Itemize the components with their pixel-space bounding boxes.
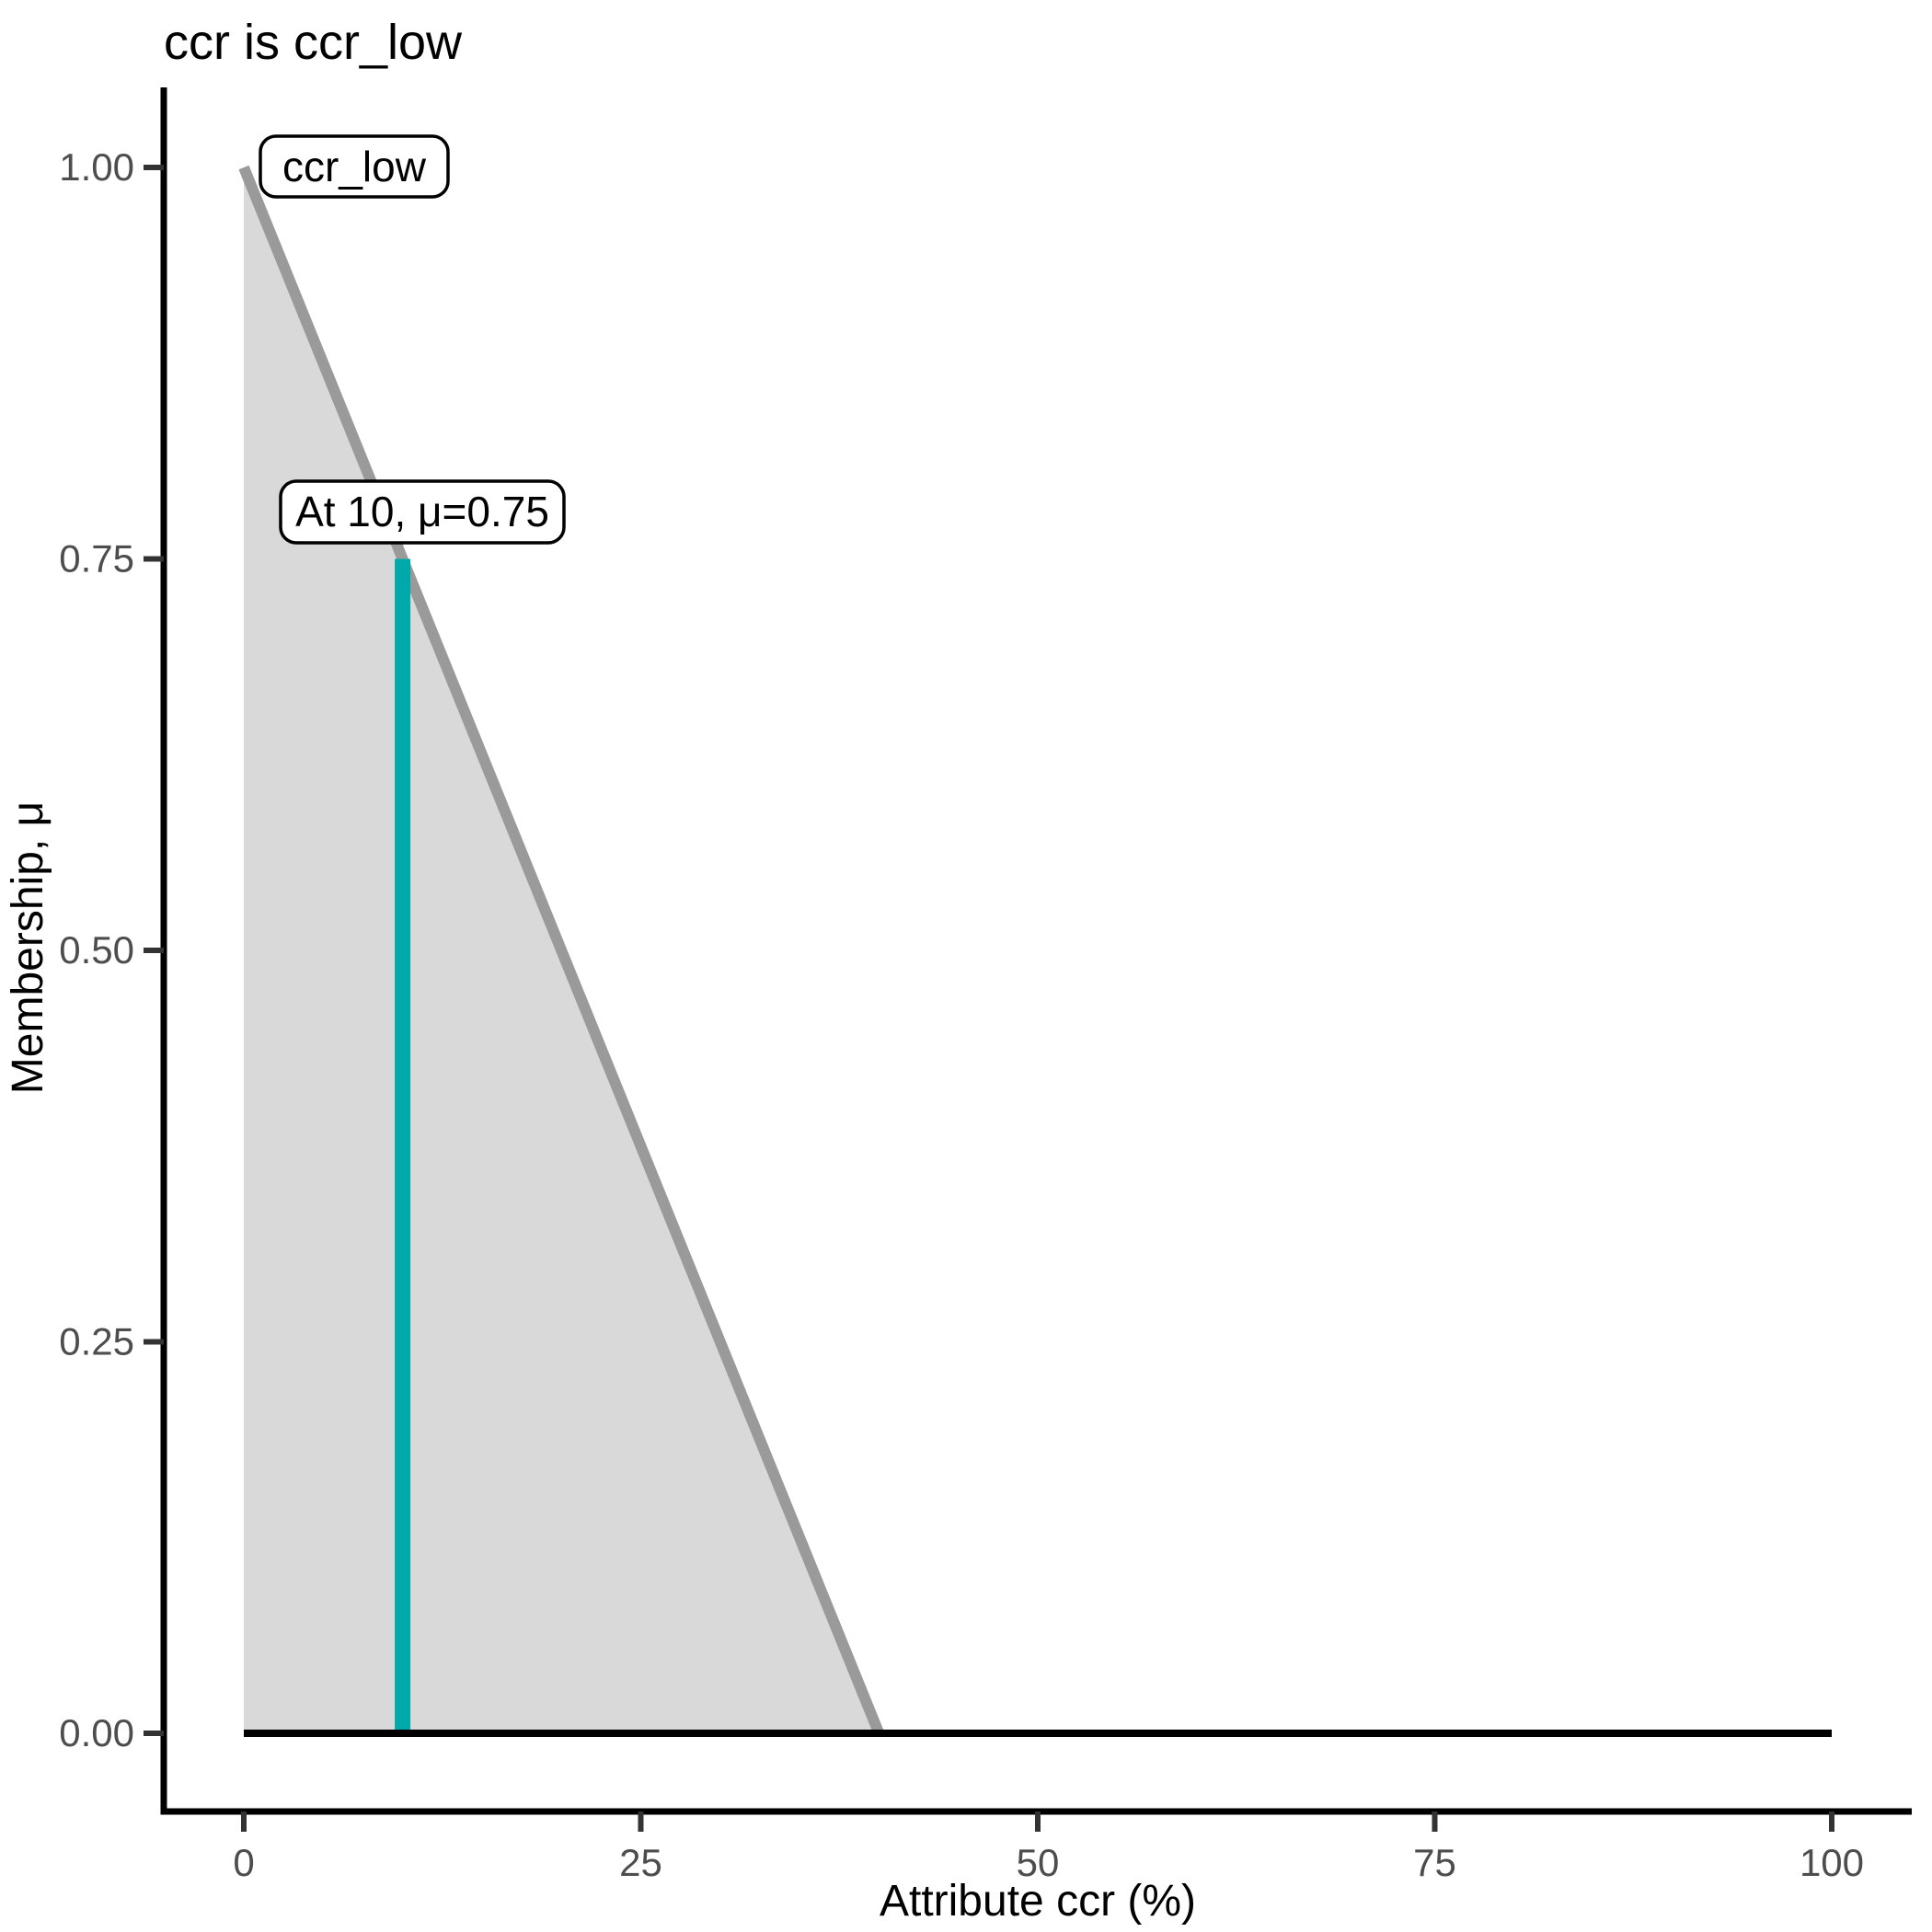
function-label-box-frame bbox=[259, 134, 450, 199]
function-label-box: ccr_low bbox=[259, 134, 450, 199]
x-tick-label: 50 bbox=[1017, 1841, 1060, 1884]
y-axis-title: Membership, μ bbox=[4, 801, 52, 1094]
membership-line bbox=[238, 165, 884, 1736]
marker-label-box: At 10, μ=0.75 bbox=[279, 479, 566, 545]
y-tick-label: 0.25 bbox=[59, 1320, 134, 1363]
chart-title: ccr is ccr_low bbox=[164, 15, 463, 70]
y-tick-label: 0.50 bbox=[59, 928, 134, 972]
y-tick-label: 0.00 bbox=[59, 1711, 134, 1754]
x-tick-label: 75 bbox=[1413, 1841, 1456, 1884]
y-tick-label: 0.75 bbox=[59, 537, 134, 581]
function-label-text: ccr_low bbox=[282, 143, 427, 190]
y-tick-label: 1.00 bbox=[59, 145, 134, 189]
x-tick-label: 100 bbox=[1800, 1841, 1864, 1884]
chart-geometry: 0.00 0.25 0.50 0.75 1.00 0 25 50 75 100 bbox=[59, 87, 1912, 1884]
x-tick-label: 25 bbox=[619, 1841, 662, 1884]
marker-label-box-frame bbox=[279, 479, 566, 545]
x-tick-label: 0 bbox=[233, 1841, 254, 1884]
x-axis-title: Attribute ccr (%) bbox=[880, 1877, 1196, 1926]
marker-label-text: At 10, μ=0.75 bbox=[295, 488, 549, 535]
